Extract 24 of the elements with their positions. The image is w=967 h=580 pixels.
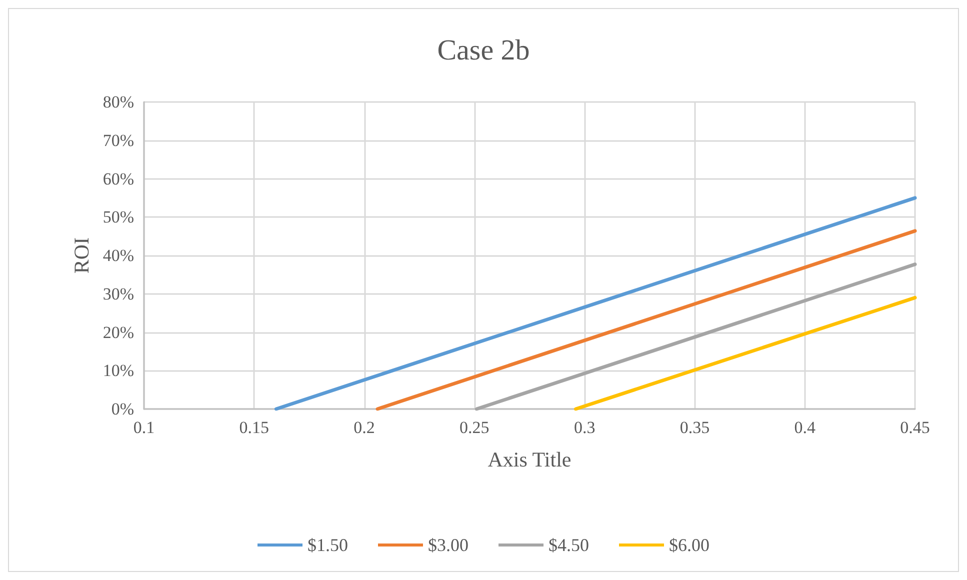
y-tick-label: 70%	[102, 130, 134, 150]
chart-title: Case 2b	[437, 34, 530, 66]
y-tick-label: 10%	[102, 361, 134, 380]
legend-label: $6.00	[669, 535, 710, 555]
legend-label: $3.00	[428, 535, 468, 555]
x-tick-label: 0.4	[794, 418, 816, 437]
y-tick-label: 0%	[111, 400, 134, 418]
y-tick-label: 80%	[102, 92, 134, 112]
y-axis-title: ROI	[69, 237, 94, 274]
x-tick-label: 0.3	[574, 418, 596, 437]
y-tick-label: 40%	[102, 246, 134, 265]
x-tick-label: 0.2	[354, 418, 375, 437]
legend-label: $1.50	[308, 535, 348, 555]
y-tick-label: 30%	[102, 284, 134, 304]
y-tick-label: 20%	[102, 322, 134, 342]
x-tick-label: 0.1	[133, 418, 155, 437]
y-tick-label: 50%	[102, 208, 134, 227]
x-axis-title: Axis Title	[488, 448, 572, 472]
legend-label: $4.50	[548, 535, 589, 555]
x-tick-label: 0.25	[460, 418, 490, 437]
x-tick-label: 0.15	[239, 418, 270, 437]
x-tick-label: 0.35	[680, 418, 710, 437]
y-tick-label: 60%	[102, 169, 134, 188]
x-tick-label: 0.45	[900, 418, 930, 437]
